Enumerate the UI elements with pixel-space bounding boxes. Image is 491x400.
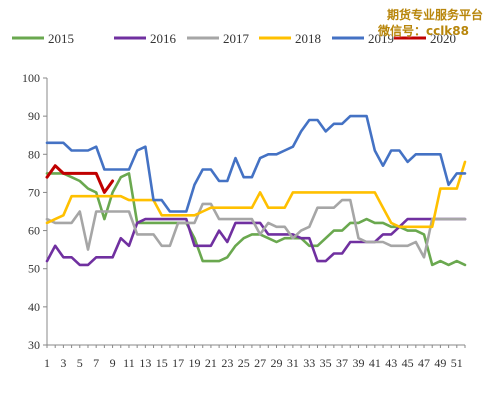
- x-tick-label: 31: [287, 356, 299, 370]
- y-axis: 30 40 50 60 70 80 90 100: [22, 71, 48, 352]
- y-tick-label: 70: [28, 185, 40, 199]
- x-tick-label: 39: [352, 356, 364, 370]
- series-line-2018: [45, 160, 467, 229]
- x-tick-label: 33: [303, 356, 315, 370]
- x-tick-label: 29: [270, 356, 282, 370]
- x-axis: 1 3 5 7 9 11 13 15 17 19 21 23 25 27 29 31 33 35 37 39 41 43 4…: [44, 344, 466, 370]
- legend-label-2018: 2018: [295, 31, 321, 46]
- y-tick-label: 90: [28, 109, 40, 123]
- x-tick-label: 5: [77, 356, 83, 370]
- x-tick-label: 13: [139, 356, 151, 370]
- x-tick-label: 1: [44, 356, 50, 370]
- y-tick-label: 80: [28, 147, 40, 161]
- series-line-2019: [45, 114, 467, 213]
- series-line-2016: [45, 217, 467, 267]
- x-tick-label: 15: [156, 356, 168, 370]
- watermark-line-2: 微信号：cclk88: [377, 24, 469, 38]
- x-tick-label: 25: [238, 356, 250, 370]
- legend-label-2017: 2017: [223, 31, 250, 46]
- x-tick-label: 3: [60, 356, 66, 370]
- x-tick-label: 43: [385, 356, 397, 370]
- legend-label-2015: 2015: [48, 31, 74, 46]
- x-tick-label: 47: [418, 356, 430, 370]
- legend-label-2019: 2019: [368, 31, 394, 46]
- series-line-2017: [45, 198, 467, 259]
- x-tick-label: 45: [402, 356, 414, 370]
- x-tick-label: 17: [172, 356, 184, 370]
- legend-label-2016: 2016: [150, 31, 177, 46]
- plot-area: [45, 114, 467, 267]
- x-tick-label: 35: [320, 356, 332, 370]
- legend: 2015 2016 2017 2018 2019 2020: [12, 31, 456, 46]
- y-tick-label: 100: [22, 71, 40, 85]
- series-line-2015: [45, 172, 467, 267]
- y-tick-label: 40: [28, 300, 40, 314]
- y-tick-label: 50: [28, 262, 40, 276]
- legend-label-2020: 2020: [430, 31, 456, 46]
- x-tick-label: 19: [189, 356, 201, 370]
- x-tick-label: 11: [123, 356, 135, 370]
- x-tick-label: 41: [369, 356, 381, 370]
- x-tick-label: 27: [254, 356, 266, 370]
- x-tick-label: 49: [434, 356, 446, 370]
- y-tick-label: 60: [28, 224, 40, 238]
- x-tick-label: 23: [221, 356, 233, 370]
- x-tick-label: 21: [205, 356, 217, 370]
- x-tick-label: 37: [336, 356, 348, 370]
- series-line-2020: [45, 164, 115, 194]
- watermark-line-1: 期货专业服务平台: [386, 8, 483, 22]
- y-tick-label: 30: [28, 338, 40, 352]
- x-tick-label: 7: [93, 356, 99, 370]
- x-tick-label: 51: [451, 356, 463, 370]
- x-tick-label: 9: [110, 356, 116, 370]
